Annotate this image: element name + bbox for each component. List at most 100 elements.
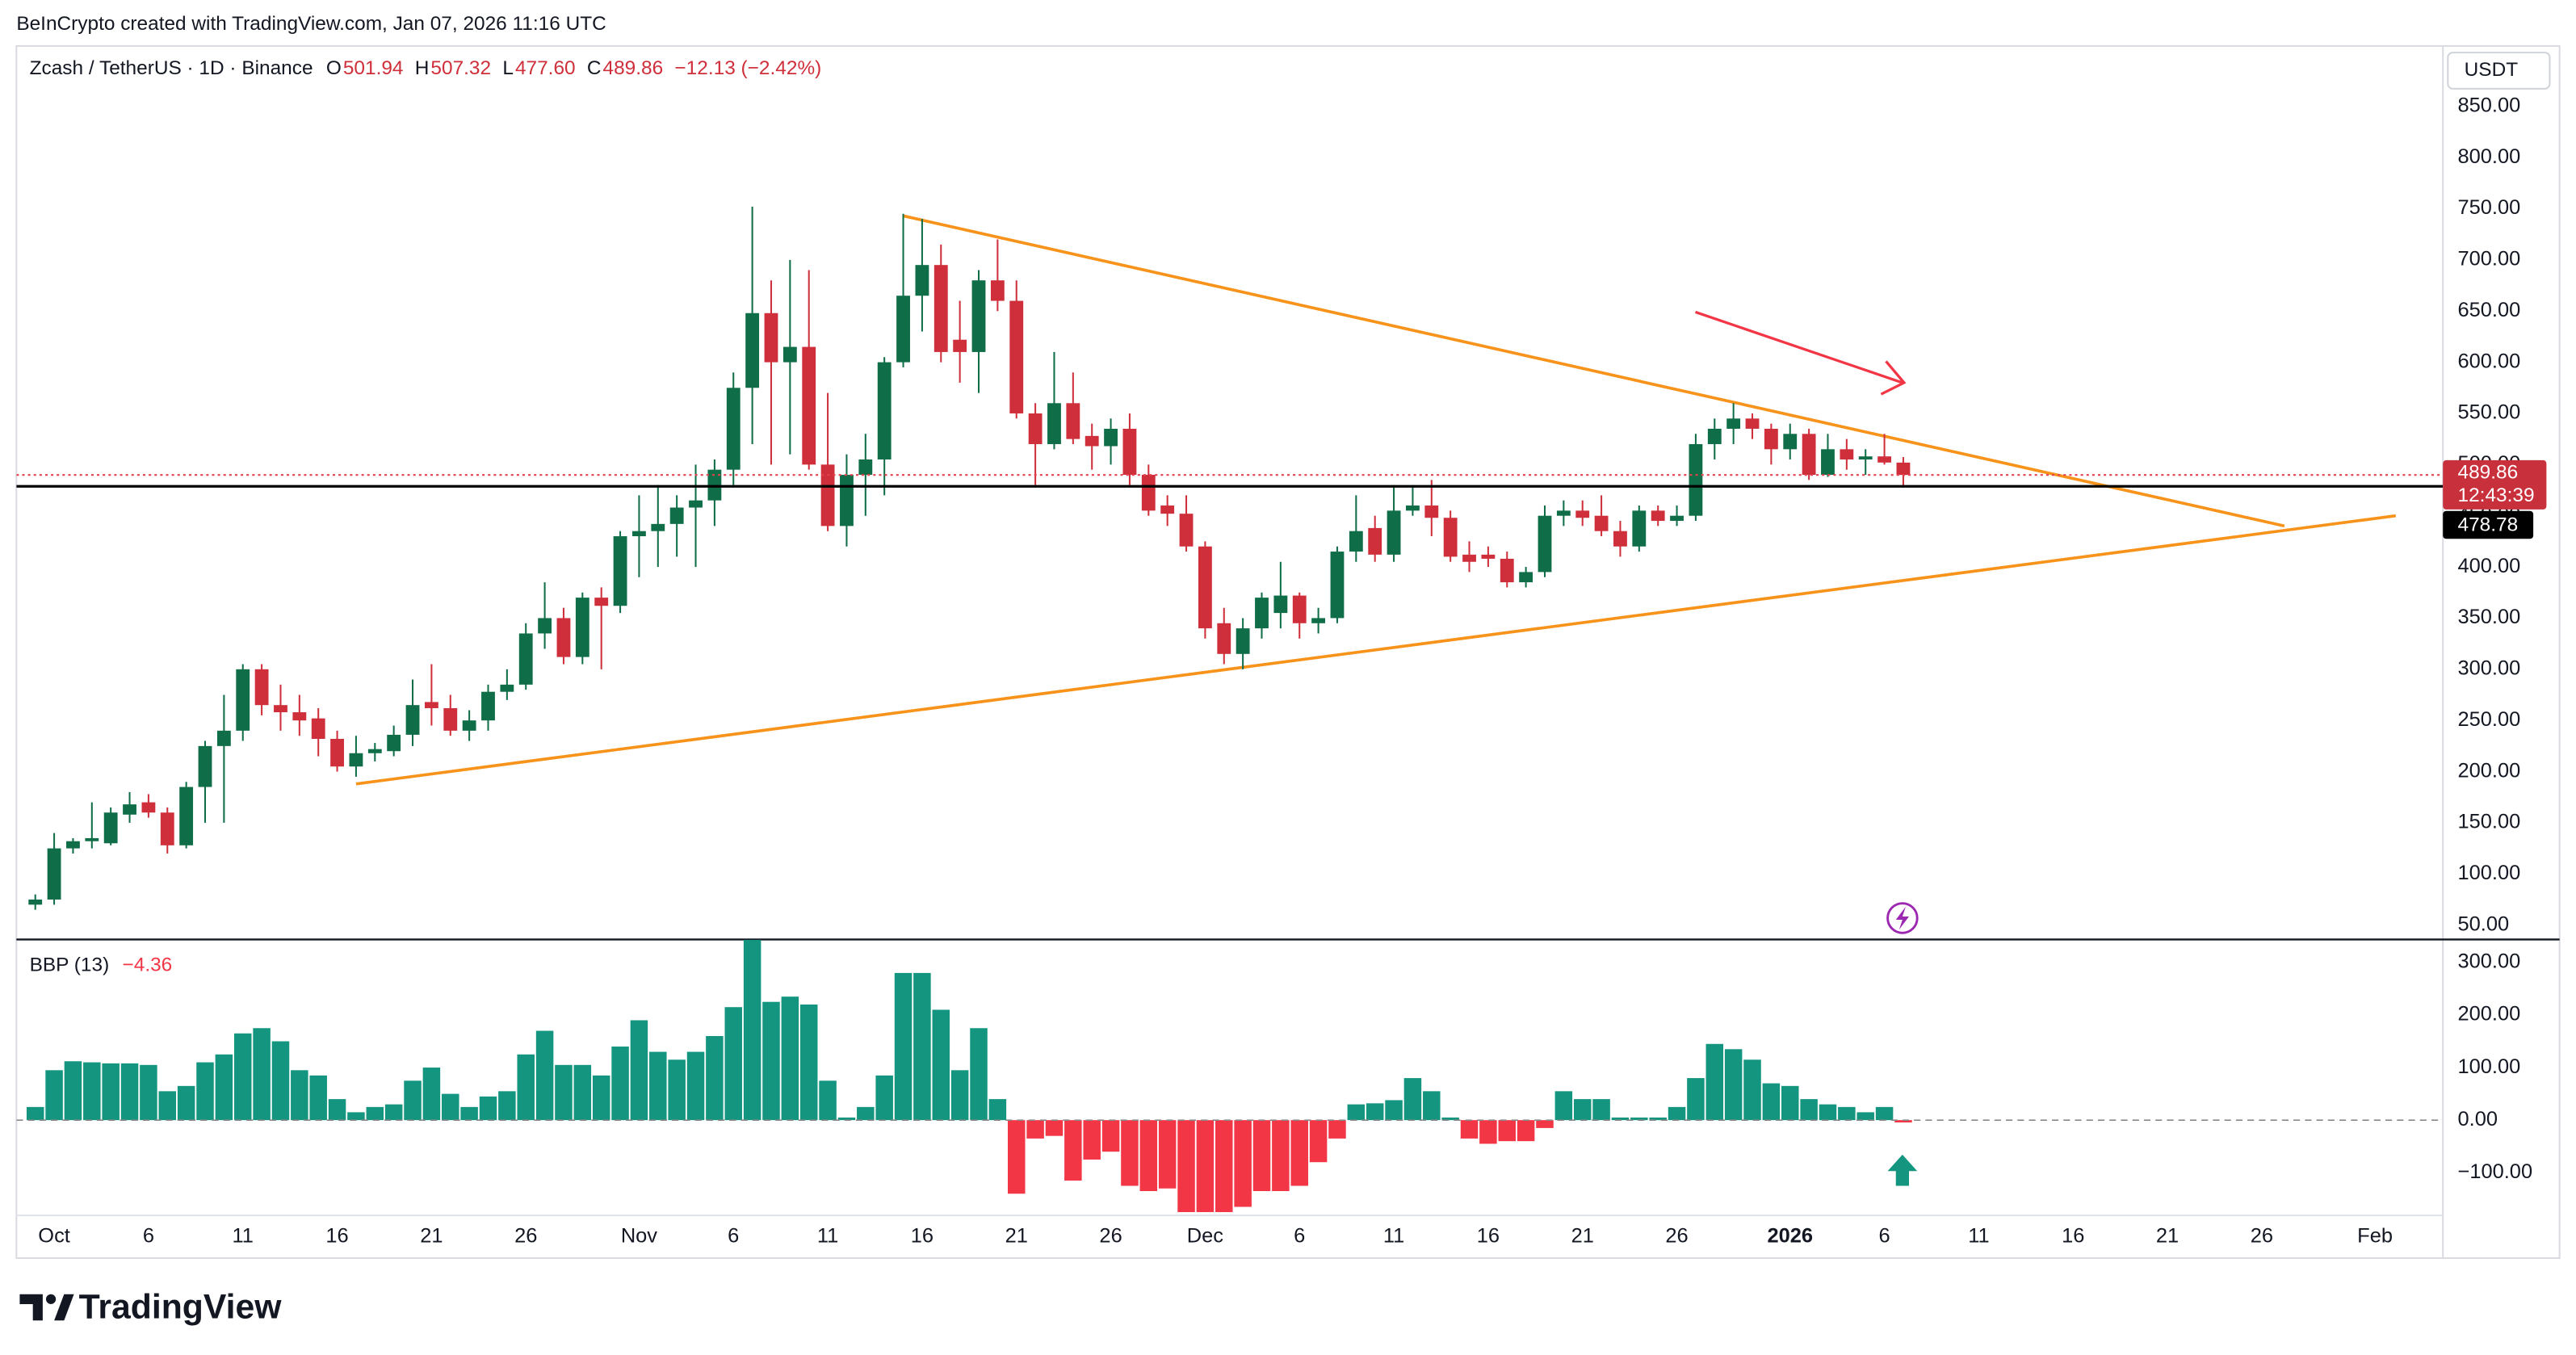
histogram-bar [1498, 1120, 1517, 1142]
candle-body [990, 280, 1005, 301]
histogram-bar [422, 1068, 441, 1121]
x-tick-label: 21 [420, 1224, 443, 1247]
y-tick-label: 200.00 [2458, 1003, 2521, 1026]
histogram-bar [1252, 1120, 1271, 1192]
candle-body [1840, 449, 1854, 459]
candle-body [1556, 510, 1571, 516]
indicator-panel [16, 939, 2444, 1213]
x-tick-label: 16 [325, 1224, 348, 1247]
histogram-bar [1139, 1120, 1158, 1192]
candle-body [1877, 456, 1891, 463]
histogram-bar [1611, 1117, 1630, 1121]
x-tick-label: 16 [2062, 1224, 2084, 1247]
histogram-bar [1064, 1120, 1082, 1181]
histogram-bar [649, 1051, 667, 1121]
candle-body [971, 280, 986, 352]
candle-body [292, 712, 307, 721]
candle-body [1179, 514, 1194, 547]
histogram-bar [1215, 1120, 1233, 1213]
histogram-bar [592, 1075, 610, 1121]
histogram-bar [498, 1091, 516, 1121]
histogram-bar [988, 1099, 1007, 1121]
histogram-bar [404, 1080, 422, 1121]
histogram-bar [1026, 1120, 1044, 1139]
candle-body [840, 475, 854, 526]
histogram-bar [177, 1085, 195, 1121]
histogram-bar [442, 1093, 459, 1121]
brand: TradingView [79, 1287, 283, 1326]
price-tag-value: 478.78 [2458, 514, 2519, 535]
candle-body [1406, 506, 1420, 511]
candle-body [500, 684, 514, 692]
candle-body [1273, 595, 1288, 614]
candle-body [1707, 428, 1722, 444]
histogram-bar [158, 1091, 177, 1121]
candle-body [1821, 449, 1835, 476]
candle-body [216, 730, 231, 746]
histogram-bar [1460, 1120, 1479, 1139]
candle-body [1500, 558, 1514, 583]
candle-body [1066, 403, 1080, 439]
ohlc-label: C [587, 57, 602, 79]
candle-body [1160, 506, 1175, 514]
labels: 50.00 100.00 150.00 200.00 250.00 300.00 350.0… [30, 57, 2547, 1247]
histogram-bar [762, 1001, 780, 1121]
histogram-bar [1272, 1120, 1290, 1192]
histogram-bar [253, 1028, 271, 1121]
x-tick-label: 6 [728, 1224, 739, 1247]
candle-body [85, 837, 99, 841]
histogram-bar [1630, 1117, 1648, 1121]
candle-body [858, 459, 873, 476]
candle-body [726, 388, 740, 470]
candle-body [1896, 462, 1911, 476]
histogram-bar [1101, 1120, 1120, 1152]
candle-body [405, 705, 420, 735]
histogram-bar [215, 1054, 233, 1121]
histogram-bar [309, 1075, 327, 1121]
histogram-bar [970, 1028, 988, 1121]
price-tag-value: 489.86 [2458, 462, 2519, 484]
y-tick-label: 600.00 [2458, 350, 2521, 372]
brand-logo [19, 1294, 74, 1321]
x-tick-label: 21 [1005, 1224, 1028, 1247]
x-tick-label: Feb [2357, 1224, 2393, 1247]
candle-body [651, 523, 665, 531]
candle-body [47, 848, 61, 900]
candle-body [1028, 413, 1043, 444]
candle-body [953, 339, 967, 352]
x-tick-label: 21 [2156, 1224, 2179, 1247]
y-tick-label: 300.00 [2458, 950, 2521, 973]
candle-body [1481, 554, 1496, 559]
histogram-bar [1121, 1120, 1139, 1186]
histogram-bar [686, 1051, 705, 1121]
y-tick-label: 250.00 [2458, 708, 2521, 731]
histogram-bar [1762, 1083, 1781, 1121]
histogram-bar [875, 1075, 893, 1121]
histogram-bar [384, 1104, 403, 1121]
alert-icon[interactable] [1886, 902, 1919, 934]
histogram-bar [1592, 1099, 1610, 1121]
histogram-bar [1403, 1078, 1422, 1121]
histogram-bar [291, 1070, 308, 1121]
y-tick-label: 750.00 [2458, 196, 2521, 219]
histogram-bar [347, 1112, 365, 1121]
histogram-bar [366, 1106, 384, 1121]
ohlc-value: 489.86 [603, 57, 664, 79]
candle-body [1085, 435, 1099, 447]
candle-body [1047, 403, 1061, 444]
currency-box[interactable] [2447, 52, 2551, 90]
candle-body [613, 536, 627, 606]
candle-body [311, 718, 325, 739]
histogram-bar [857, 1106, 875, 1121]
histogram-bar [233, 1033, 252, 1121]
candle-body [1651, 510, 1665, 522]
candle-body [1726, 418, 1741, 429]
y-tick-label: 300.00 [2458, 657, 2521, 680]
ohlc-value: 501.94 [343, 57, 404, 79]
candle-body [1613, 531, 1627, 547]
y-tick-label: 650.00 [2458, 299, 2521, 321]
candle-body [160, 812, 174, 845]
candle-body [1311, 618, 1326, 623]
candle-body [274, 705, 287, 713]
